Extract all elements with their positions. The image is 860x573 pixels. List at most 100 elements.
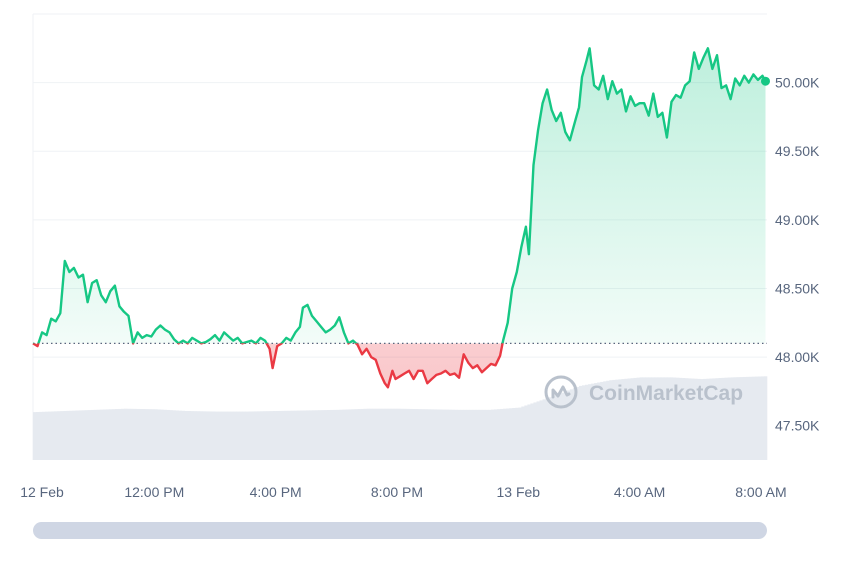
volume-bar	[87, 410, 91, 460]
volume-bar	[51, 411, 55, 460]
volume-bar	[569, 389, 574, 460]
volume-bar	[706, 378, 710, 460]
volume-bar	[108, 409, 113, 460]
volume-bar	[560, 392, 565, 460]
x-tick-label: 4:00 PM	[250, 484, 302, 500]
volume-bar	[260, 411, 264, 460]
volume-bar	[78, 410, 82, 460]
volume-bar	[130, 408, 134, 460]
volume-bar	[730, 377, 734, 460]
volume-bar	[400, 408, 404, 460]
volume-bar	[48, 411, 52, 460]
volume-bar	[90, 409, 94, 460]
volume-bar	[512, 408, 516, 460]
volume-bar	[63, 410, 67, 460]
x-tick-label: 4:00 AM	[614, 484, 665, 500]
volume-bar	[96, 409, 101, 460]
volume-bar	[406, 408, 410, 460]
volume-bar	[120, 408, 125, 460]
volume-bar	[293, 410, 298, 460]
volume-bar	[287, 410, 292, 460]
volume-bar	[442, 409, 446, 460]
volume-bar	[621, 379, 625, 460]
volume-bar	[257, 411, 261, 460]
volume-bar	[727, 377, 731, 460]
volume-bar	[518, 407, 522, 460]
volume-bar	[187, 411, 192, 460]
y-tick-label: 49.00K	[775, 212, 820, 228]
volume-bar	[254, 411, 258, 460]
volume-bar	[69, 410, 73, 460]
volume-bar	[609, 380, 613, 460]
volume-bar	[627, 378, 631, 460]
volume-bar	[509, 408, 513, 460]
volume-bar	[236, 411, 240, 460]
volume-bar	[39, 411, 43, 460]
volume-bar	[251, 411, 255, 460]
volume-bar	[66, 410, 70, 460]
volume-bar	[60, 411, 64, 460]
volume-bar	[424, 409, 428, 460]
volume-bar	[372, 408, 377, 460]
volume-bar	[199, 411, 204, 460]
volume-bar	[369, 408, 374, 460]
x-tick-label: 12:00 PM	[124, 484, 184, 500]
volume-bar	[327, 410, 331, 460]
volume-bar	[214, 411, 219, 460]
volume-bar	[612, 379, 616, 460]
volume-bar	[296, 410, 301, 460]
volume-bar	[709, 378, 713, 460]
volume-bar	[551, 396, 555, 460]
volume-bar	[597, 382, 601, 460]
volume-bar	[366, 408, 370, 460]
chart-range-scrollbar[interactable]	[33, 522, 767, 539]
volume-bar	[415, 409, 419, 460]
volume-bar	[694, 378, 698, 460]
price-line	[32, 47, 767, 389]
volume-bar	[111, 409, 116, 460]
volume-bar	[763, 376, 768, 460]
volume-bar	[666, 377, 671, 460]
volume-bar	[500, 408, 504, 460]
volume-bar	[445, 409, 449, 460]
volume-bar	[676, 377, 680, 460]
volume-bar	[148, 409, 152, 460]
volume-bar	[315, 410, 319, 460]
volume-bar	[581, 385, 586, 460]
volume-bar	[624, 378, 628, 460]
volume-bar	[57, 411, 61, 460]
volume-bar	[545, 398, 549, 460]
coinmarketcap-watermark: CoinMarketCap	[544, 375, 743, 409]
volume-bar	[339, 409, 343, 460]
volume-bar	[72, 410, 76, 460]
volume-bar	[275, 410, 279, 460]
volume-bar	[102, 409, 107, 460]
volume-bar	[190, 411, 195, 460]
volume-bar	[202, 411, 207, 460]
volume-bar	[451, 409, 455, 460]
volume-bar	[733, 377, 737, 460]
volume-bar	[748, 376, 753, 460]
volume-bar	[248, 411, 252, 460]
volume-bar	[554, 395, 559, 460]
volume-bar	[114, 409, 119, 460]
volume-bar	[454, 409, 458, 460]
volume-bar	[481, 409, 486, 460]
y-tick-label: 49.50K	[775, 143, 820, 159]
volume-bar	[536, 401, 540, 460]
y-tick-label: 50.00K	[775, 75, 820, 91]
volume-bar	[45, 411, 49, 460]
volume-bar	[585, 384, 589, 460]
volume-bar	[151, 409, 155, 460]
volume-bar	[427, 409, 431, 460]
coinmarketcap-logo-icon	[544, 375, 578, 409]
volume-bar	[654, 377, 659, 460]
volume-bar	[193, 411, 198, 460]
volume-bar	[721, 377, 725, 460]
x-axis-ticks: 12 Feb 12:00 PM 4:00 PM 8:00 PM 13 Feb 4:00 A…	[20, 484, 786, 500]
volume-bar	[490, 409, 495, 460]
volume-bar	[633, 377, 637, 460]
volume-bar	[239, 411, 243, 460]
volume-bar	[691, 378, 695, 460]
